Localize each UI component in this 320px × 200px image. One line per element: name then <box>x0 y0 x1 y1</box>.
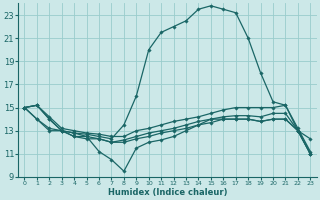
X-axis label: Humidex (Indice chaleur): Humidex (Indice chaleur) <box>108 188 227 197</box>
